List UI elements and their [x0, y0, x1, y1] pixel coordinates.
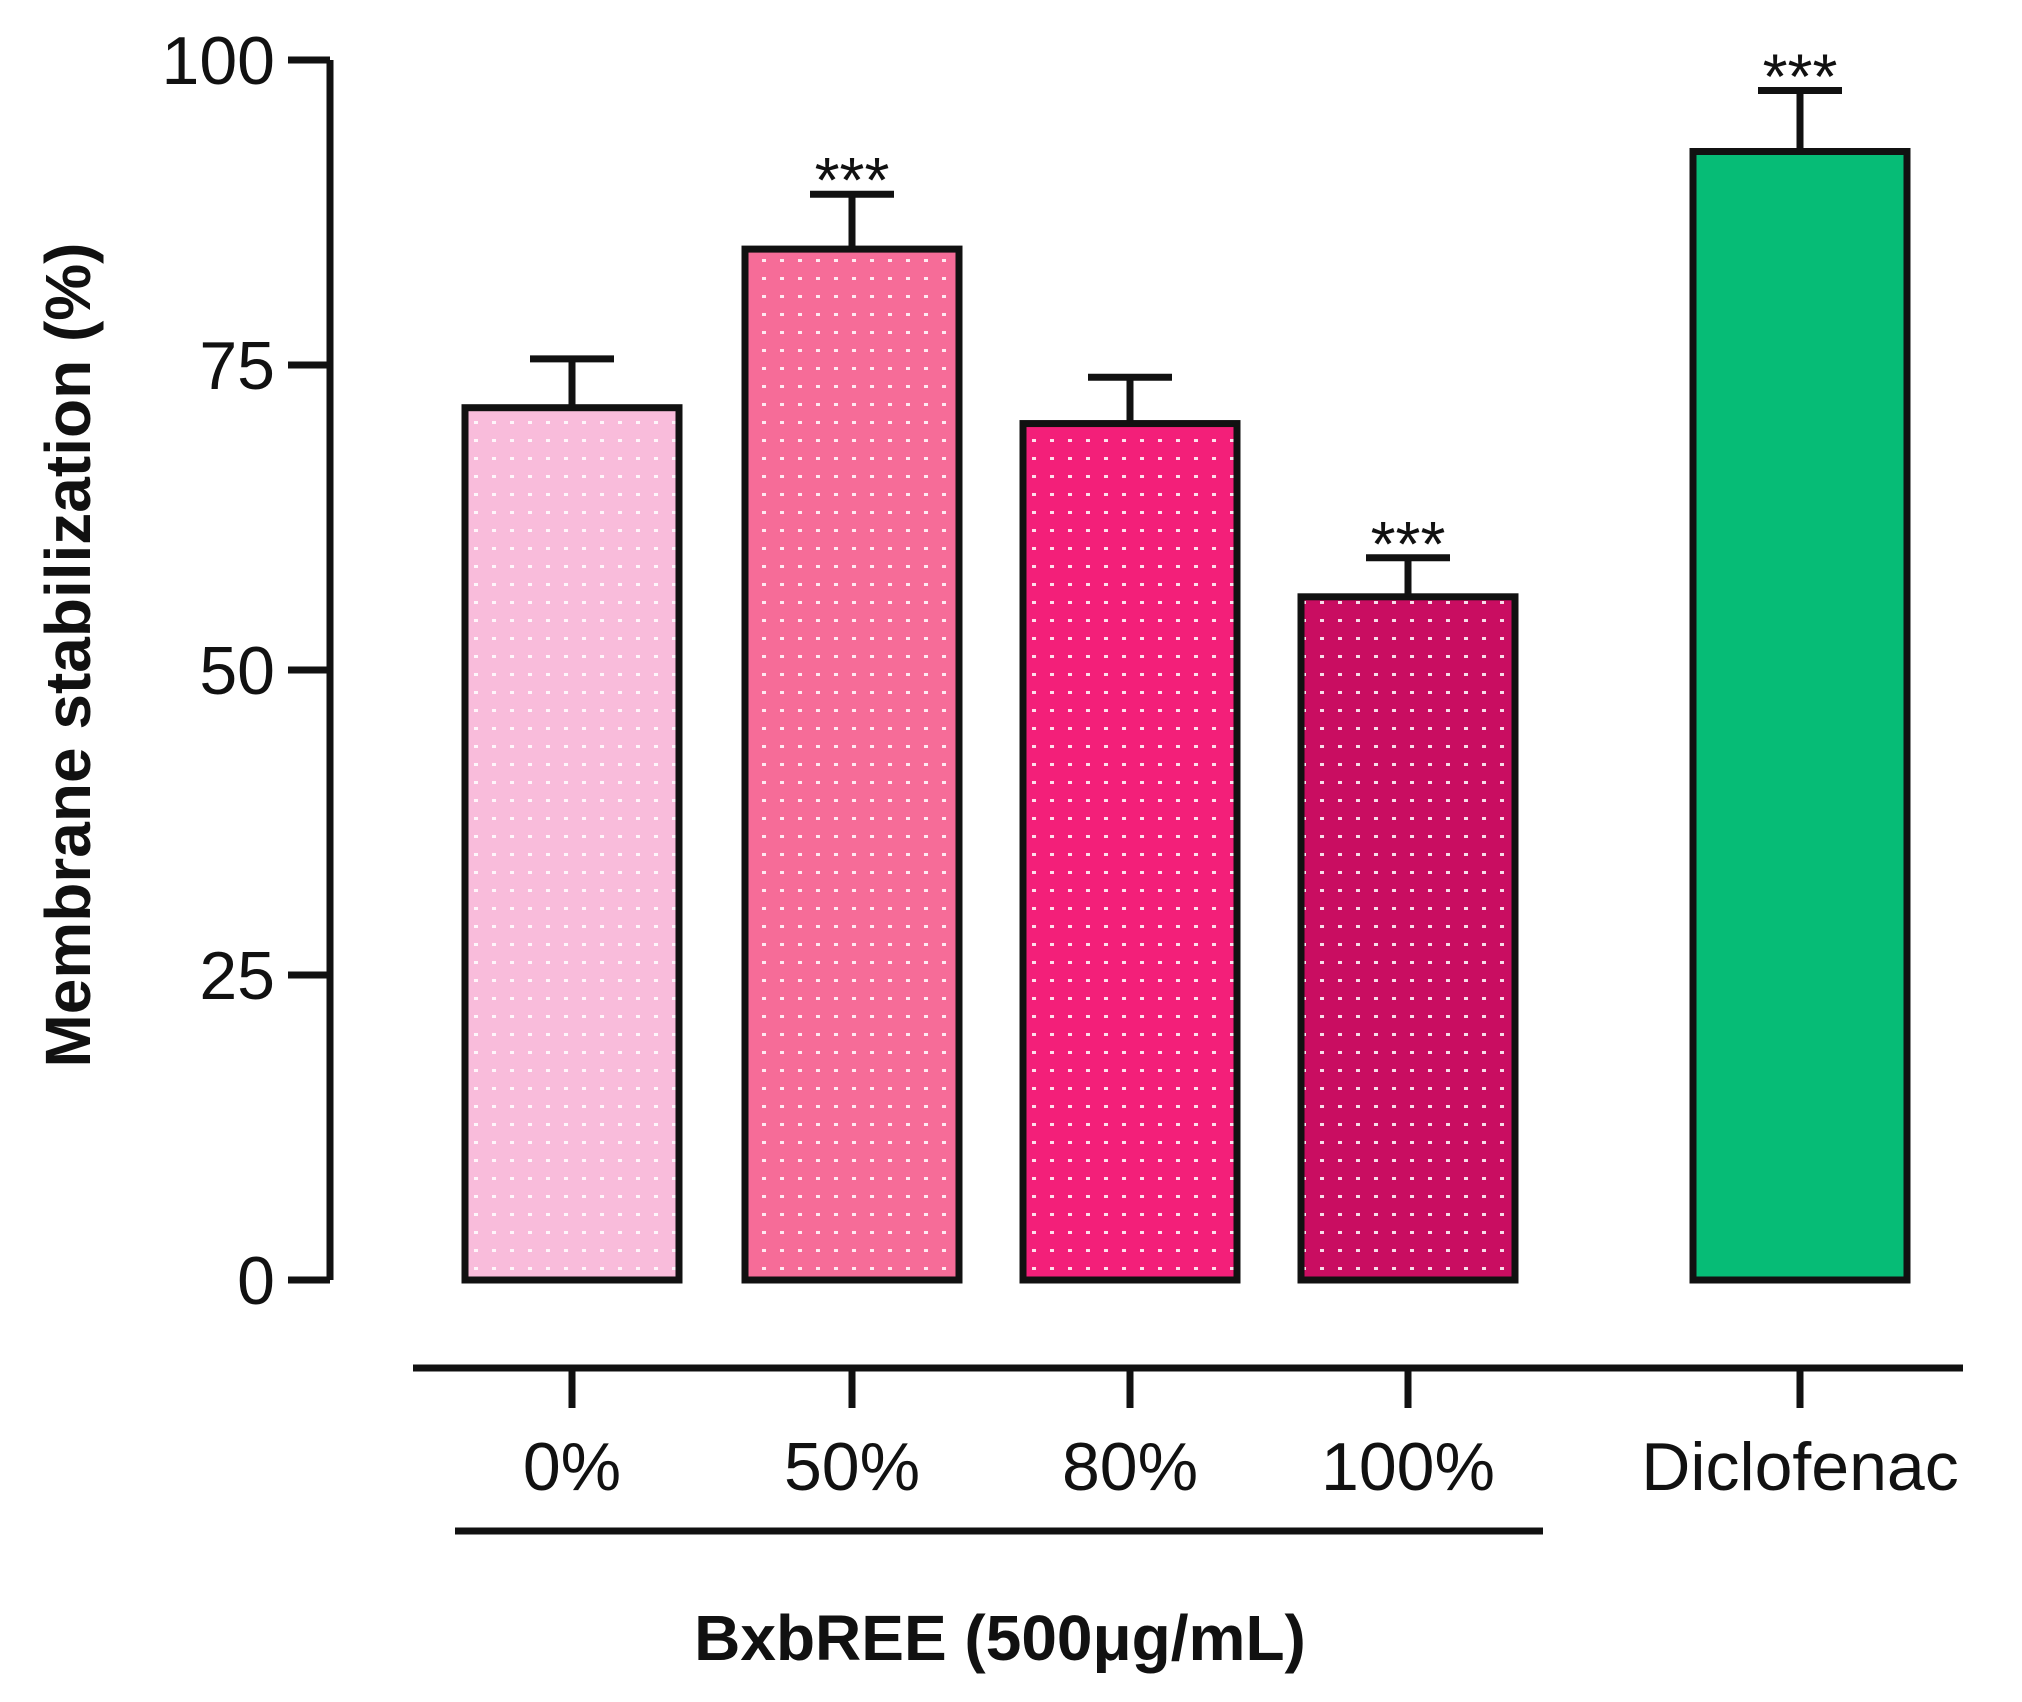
y-tick-label: 50: [199, 633, 275, 709]
significance-label: ***: [815, 144, 890, 216]
bar-pattern: [1301, 596, 1515, 1280]
y-tick-label: 0: [237, 1243, 275, 1319]
x-tick-label: 100%: [1321, 1429, 1495, 1505]
group-title: BxbREE (500μg/mL): [694, 1602, 1306, 1674]
y-tick-label: 25: [199, 938, 275, 1014]
y-axis: 0 25 50 75 100: [162, 23, 334, 1319]
bars: *** *** ***: [461, 41, 1911, 1284]
x-tick-label: 0%: [523, 1429, 621, 1505]
significance-label: ***: [1763, 41, 1838, 113]
x-tick-label: 50%: [784, 1429, 920, 1505]
significance-label: ***: [1371, 508, 1446, 580]
bar-pattern: [465, 407, 679, 1280]
bar-pattern: [1023, 423, 1237, 1280]
bar-pattern: [745, 249, 959, 1281]
y-tick-label: 75: [199, 328, 275, 404]
y-tick-label: 100: [162, 23, 275, 99]
y-axis-title: Membrane stabilization (%): [32, 243, 104, 1068]
x-tick-label: 80%: [1062, 1429, 1198, 1505]
bar: [1693, 151, 1907, 1280]
x-axis: 0% 50% 80% 100% Diclofenac: [413, 1364, 1963, 1535]
x-tick-label: Diclofenac: [1641, 1429, 1959, 1505]
